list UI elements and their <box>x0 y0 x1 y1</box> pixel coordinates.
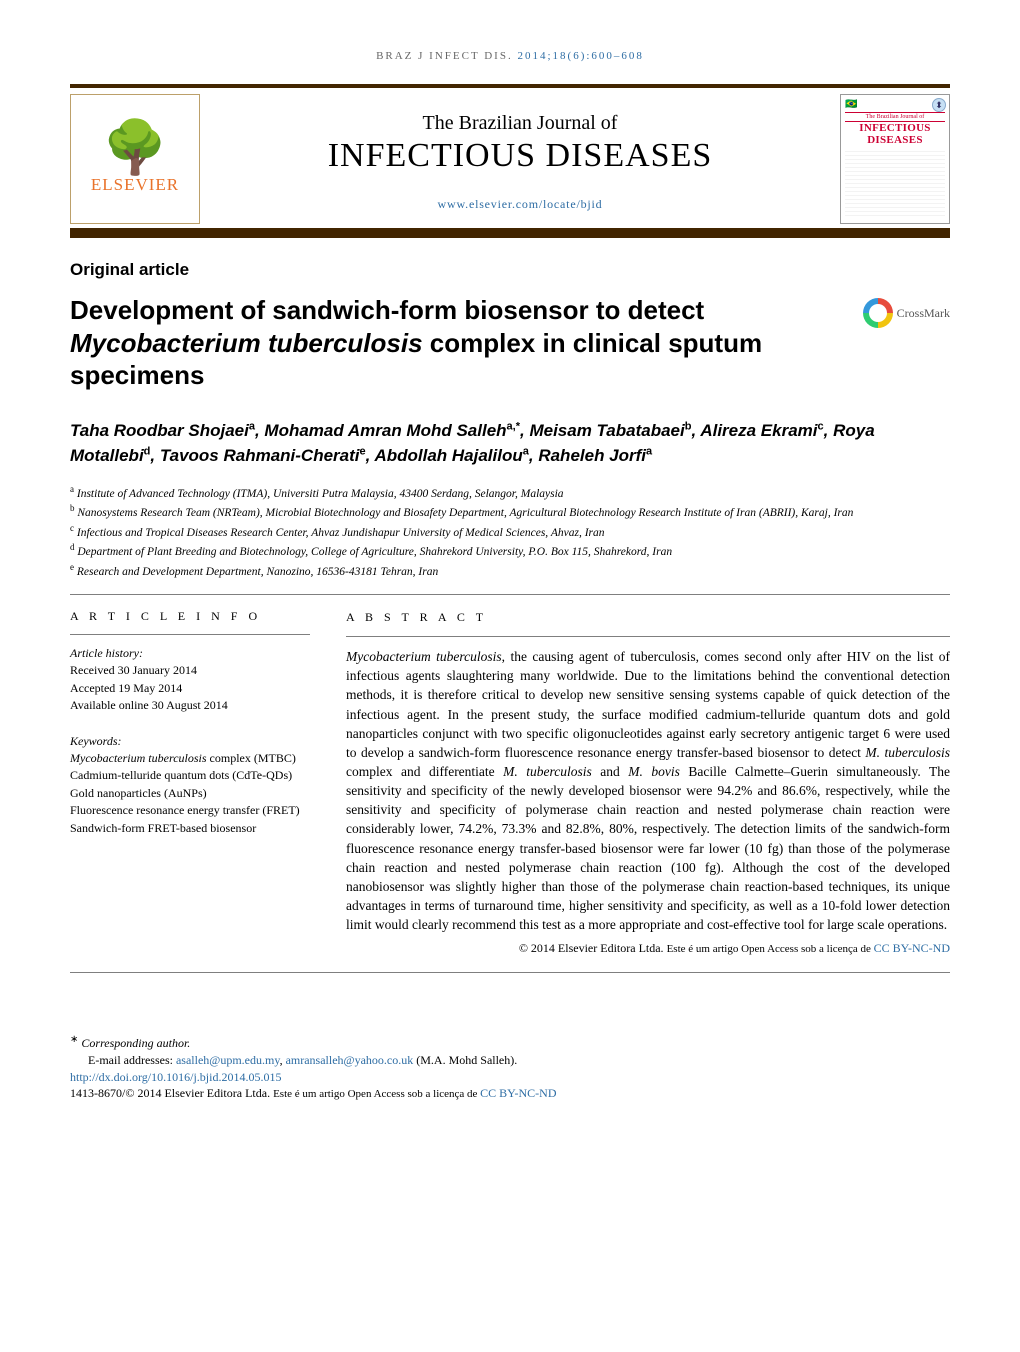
keywords-list: Mycobacterium tuberculosis complex (MTBC… <box>70 750 310 837</box>
email-label: E-mail addresses: <box>88 1053 176 1067</box>
abstract-ital1: M. tuberculosis <box>865 745 950 760</box>
accepted-date: Accepted 19 May 2014 <box>70 680 310 697</box>
author: Abdollah Hajaliloua <box>374 446 528 465</box>
article-info-column: A R T I C L E I N F O Article history: R… <box>70 609 310 958</box>
corresponding-author-note: ∗ Corresponding author. <box>70 1033 950 1052</box>
article-history: Article history: Received 30 January 201… <box>70 645 310 715</box>
keyword: Cadmium-telluride quantum dots (CdTe-QDs… <box>70 767 310 784</box>
journal-cover-thumbnail[interactable]: ⬍ 🇧🇷 The Brazilian Journal of INFECTIOUS… <box>840 94 950 224</box>
keyword: Gold nanoparticles (AuNPs) <box>70 785 310 802</box>
cover-title: INFECTIOUS DISEASES <box>845 122 945 146</box>
author: Alireza Ekramic <box>700 421 823 440</box>
doi-line: http://dx.doi.org/10.1016/j.bjid.2014.05… <box>70 1069 950 1086</box>
affiliation: a Institute of Advanced Technology (ITMA… <box>70 483 950 503</box>
abstract-body1: , the causing agent of tuberculosis, com… <box>346 649 950 760</box>
crossmark-label: CrossMark <box>897 306 950 321</box>
cover-brand: The Brazilian Journal of <box>845 112 945 122</box>
keyword: Mycobacterium tuberculosis complex (MTBC… <box>70 750 310 767</box>
keyword: Sandwich-form FRET-based biosensor <box>70 820 310 837</box>
cover-expand-icon[interactable]: ⬍ <box>932 98 946 112</box>
abstract-column: A B S T R A C T Mycobacterium tuberculos… <box>346 609 950 958</box>
cover-body-art <box>845 148 945 219</box>
affiliation: d Department of Plant Breeding and Biote… <box>70 541 950 561</box>
author: Tavoos Rahmani-Cheratie <box>160 446 366 465</box>
doi-link[interactable]: http://dx.doi.org/10.1016/j.bjid.2014.05… <box>70 1070 281 1084</box>
copyright-line: © 2014 Elsevier Editora Ltda. Este é um … <box>346 940 950 958</box>
footer-cc-license-link[interactable]: CC BY-NC-ND <box>480 1086 556 1100</box>
affiliations-list: a Institute of Advanced Technology (ITMA… <box>70 483 950 581</box>
article-info-heading: A R T I C L E I N F O <box>70 609 310 624</box>
cover-flag-icon: 🇧🇷 <box>845 99 945 110</box>
corresponding-author-label: Corresponding author. <box>81 1036 190 1050</box>
divider <box>346 636 950 637</box>
abstract-lead-italic: Mycobacterium tuberculosis <box>346 649 502 664</box>
elsevier-name: ELSEVIER <box>91 175 179 195</box>
info-abstract-row: A R T I C L E I N F O Article history: R… <box>70 609 950 958</box>
crossmark-icon <box>863 298 893 328</box>
masthead-center: The Brazilian Journal of INFECTIOUS DISE… <box>224 106 816 213</box>
divider <box>70 972 950 973</box>
journal-subtitle: The Brazilian Journal of <box>224 112 816 135</box>
author: Raheleh Jorfia <box>538 446 652 465</box>
email-line: E-mail addresses: asalleh@upm.edu.my, am… <box>70 1052 950 1069</box>
abstract-ital3: M. bovis <box>628 764 680 779</box>
email-paren: (M.A. Mohd Salleh). <box>413 1053 517 1067</box>
keywords-label: Keywords: <box>70 733 310 750</box>
divider <box>70 594 950 595</box>
affiliation: e Research and Development Department, N… <box>70 561 950 581</box>
keyword: Fluorescence resonance energy transfer (… <box>70 802 310 819</box>
abstract-text: Mycobacterium tuberculosis, the causing … <box>346 647 950 934</box>
abstract-body4: Bacille Calmette–Guerin simultaneously. … <box>346 764 950 932</box>
article-title: Development of sandwich-form biosensor t… <box>70 294 849 392</box>
journal-homepage-link[interactable]: www.elsevier.com/locate/bjid <box>438 197 603 212</box>
received-date: Received 30 January 2014 <box>70 662 310 679</box>
issn-part1: 1413-8670/© 2014 Elsevier Editora Ltda. <box>70 1086 273 1100</box>
issn-part2: Este é um artigo Open Access sob a licen… <box>273 1088 480 1100</box>
corresponding-email-1[interactable]: asalleh@upm.edu.my <box>176 1053 280 1067</box>
running-head-citation-link[interactable]: 2014;18(6):600–608 <box>517 50 643 62</box>
journal-title: INFECTIOUS DISEASES <box>224 137 816 175</box>
history-label: Article history: <box>70 645 310 662</box>
author-list: Taha Roodbar Shojaeia, Mohamad Amran Moh… <box>70 418 950 469</box>
affiliation: c Infectious and Tropical Diseases Resea… <box>70 522 950 542</box>
masthead: 🌳 ELSEVIER The Brazilian Journal of INFE… <box>70 84 950 224</box>
issn-copyright-line: 1413-8670/© 2014 Elsevier Editora Ltda. … <box>70 1085 950 1102</box>
abstract-body3: and <box>592 764 628 779</box>
abstract-body2: complex and differentiate <box>346 764 503 779</box>
divider <box>70 634 310 635</box>
elsevier-tree-icon: 🌳 <box>103 123 168 175</box>
keywords-block: Keywords: Mycobacterium tuberculosis com… <box>70 733 310 837</box>
copyright-part1: © 2014 Elsevier Editora Ltda. <box>519 941 667 955</box>
title-part1: Development of sandwich-form biosensor t… <box>70 295 704 325</box>
abstract-heading: A B S T R A C T <box>346 609 950 626</box>
title-row: Development of sandwich-form biosensor t… <box>70 294 950 392</box>
footnotes: ∗ Corresponding author. E-mail addresses… <box>70 1033 950 1103</box>
elsevier-logo[interactable]: 🌳 ELSEVIER <box>70 94 200 224</box>
running-head-prefix: BRAZ J INFECT DIS. <box>376 50 517 62</box>
author: Meisam Tabatabaeib <box>529 421 691 440</box>
article-type: Original article <box>70 260 950 280</box>
online-date: Available online 30 August 2014 <box>70 697 310 714</box>
author: Mohamad Amran Mohd Salleha,* <box>264 421 520 440</box>
running-head: BRAZ J INFECT DIS. 2014;18(6):600–608 <box>70 50 950 62</box>
corresponding-email-2[interactable]: amransalleh@yahoo.co.uk <box>286 1053 414 1067</box>
cc-license-link[interactable]: CC BY-NC-ND <box>874 941 950 955</box>
masthead-divider-bar <box>70 228 950 238</box>
affiliation: b Nanosystems Research Team (NRTeam), Mi… <box>70 502 950 522</box>
author: Taha Roodbar Shojaeia <box>70 421 255 440</box>
copyright-part2: Este é um artigo Open Access sob a licen… <box>667 943 874 955</box>
crossmark-widget[interactable]: CrossMark <box>863 298 950 328</box>
abstract-ital2: M. tuberculosis <box>503 764 592 779</box>
title-italic: Mycobacterium tuberculosis <box>70 328 423 358</box>
